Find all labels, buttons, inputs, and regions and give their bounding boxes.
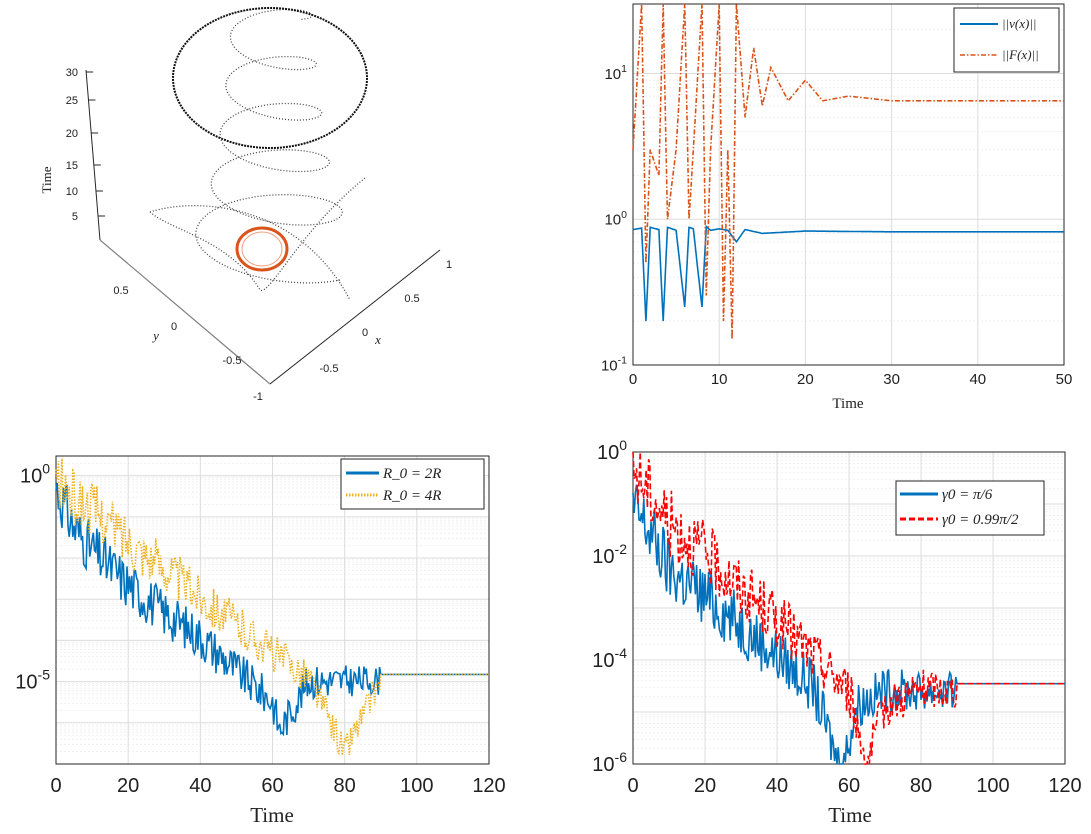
x-tick-label: 0 — [629, 371, 637, 388]
series-layer — [632, 3, 1064, 340]
trajectory-line — [195, 8, 343, 284]
x-tick-label: 100 — [400, 775, 433, 797]
x-axis-label: Time — [832, 396, 863, 412]
legend-box — [340, 458, 485, 510]
x-tick-label: 60 — [261, 775, 283, 797]
legend-label-1: ||v(x)|| — [1002, 16, 1037, 31]
3d-tick-labels: 5 10 15 20 25 30 -0.5 0 0.5 1 -1 -0.5 0 0.5 — [66, 67, 452, 403]
x-tick-label: 120 — [472, 775, 505, 797]
x-tick-label: 0.5 — [404, 293, 419, 305]
trajectory-arm — [149, 205, 351, 301]
y-tick-label: 0 — [171, 321, 177, 333]
series-line-1 — [632, 224, 1064, 322]
legend: ||v(x)|| ||F(x)|| — [953, 7, 1060, 73]
y-tick-label: 100 — [597, 437, 627, 464]
y-tick-label: 100 — [20, 461, 50, 488]
legend-label-2: R_0 = 4R — [382, 488, 441, 504]
z-tick-label: 5 — [72, 211, 78, 223]
z-axis-label: Time — [39, 166, 54, 193]
z-tick-label: 25 — [66, 95, 78, 107]
z-tick-label: 10 — [66, 186, 78, 198]
series-layer — [632, 451, 1065, 765]
x-tick-label: 120 — [1048, 775, 1081, 797]
legend-label-2: ||F(x)|| — [1002, 47, 1039, 62]
plot-frame — [632, 451, 1066, 765]
panel-3d-trajectory: 5 10 15 20 25 30 -0.5 0 0.5 1 -1 -0.5 0 0.5 Time x y — [39, 7, 452, 403]
y-tick-label: 10-4 — [592, 645, 627, 672]
legend-label-1: R_0 = 2R — [382, 466, 441, 482]
x-tick-label: 50 — [1056, 371, 1073, 388]
y-tick-label: 0.5 — [113, 285, 128, 297]
x-tick-label: -0.5 — [320, 363, 339, 375]
y-tick-label: -0.5 — [223, 355, 242, 367]
x-tick-label: 40 — [766, 775, 788, 797]
tick-labels: 0 20 40 60 80 100 120 100 10-2 10-4 10-6 — [592, 437, 1081, 797]
initial-circle-inner — [241, 231, 283, 267]
series-line-2 — [632, 3, 1064, 340]
y-tick-label: 10-5 — [15, 667, 50, 694]
y-tick-label: 10-1 — [601, 355, 627, 375]
x-tick-label: 10 — [711, 371, 728, 388]
grid-line — [99, 239, 271, 385]
x-tick-label: 40 — [189, 775, 211, 797]
series-line-2 — [632, 451, 1065, 765]
x-tick-label: 20 — [117, 775, 139, 797]
x-tick-label: 1 — [446, 259, 452, 271]
y-tick-label: -1 — [253, 391, 263, 403]
series-line-1 — [632, 484, 1065, 765]
legend-box — [953, 7, 1060, 73]
y-tick-label: 100 — [604, 209, 627, 229]
z-tick-label: 20 — [66, 128, 78, 140]
x-tick-label: 30 — [883, 371, 900, 388]
legend-box — [895, 480, 1045, 536]
x-tick-label: 0 — [362, 327, 368, 339]
3d-curves — [149, 7, 368, 301]
panel-radius-decay: 0 20 40 60 80 100 120 100 10-5 Time R_0 = 2R R_0… — [15, 455, 506, 827]
panel-angle-decay: 0 20 40 60 80 100 120 100 10-2 10-4 10-6 Time γ0 =… — [592, 437, 1081, 827]
legend-label-2: γ0 = 0.99π/2 — [942, 512, 1019, 528]
x-tick-label: 80 — [910, 775, 932, 797]
plot-frame — [55, 455, 490, 765]
x-tick-label: 100 — [976, 775, 1009, 797]
panel-norms: 0 10 20 30 40 50 101 100 10-1 Time ||v(x)|| ||F(… — [601, 3, 1072, 412]
x-axis-label: Time — [250, 803, 294, 827]
legend: R_0 = 2R R_0 = 4R — [340, 458, 485, 510]
y-tick-label: 10-6 — [592, 749, 627, 776]
x-tick-label: 80 — [334, 775, 356, 797]
x-tick-label: 20 — [694, 775, 716, 797]
z-tick-label: 30 — [66, 67, 78, 79]
axis-edge-x — [269, 249, 441, 385]
initial-circle — [235, 226, 289, 272]
series-layer — [55, 458, 489, 756]
trajectory-arm — [149, 177, 366, 291]
legend: γ0 = π/6 γ0 = 0.99π/2 — [895, 480, 1045, 536]
3d-axes-box — [85, 69, 441, 385]
series-line-2 — [55, 458, 489, 756]
x-axis-label: Time — [828, 803, 872, 827]
legend-label-1: γ0 = π/6 — [942, 487, 993, 503]
grid — [632, 451, 1066, 765]
x-tick-label: 20 — [797, 371, 814, 388]
x-axis-label: x — [374, 332, 381, 347]
tick-labels: 0 20 40 60 80 100 120 100 10-5 — [15, 461, 505, 797]
y-tick-label: 101 — [604, 63, 627, 83]
x-tick-label: 60 — [838, 775, 860, 797]
y-axis-label: y — [151, 328, 159, 343]
x-tick-label: 40 — [969, 371, 986, 388]
tick-labels: 0 10 20 30 40 50 101 100 10-1 — [601, 63, 1072, 388]
axis-edge-z — [85, 69, 101, 241]
z-tick-label: 15 — [66, 160, 78, 172]
y-tick-label: 10-2 — [592, 541, 627, 568]
plot-frame — [632, 3, 1065, 366]
x-tick-label: 0 — [50, 775, 61, 797]
x-tick-label: 0 — [627, 775, 638, 797]
final-circle — [172, 7, 368, 149]
